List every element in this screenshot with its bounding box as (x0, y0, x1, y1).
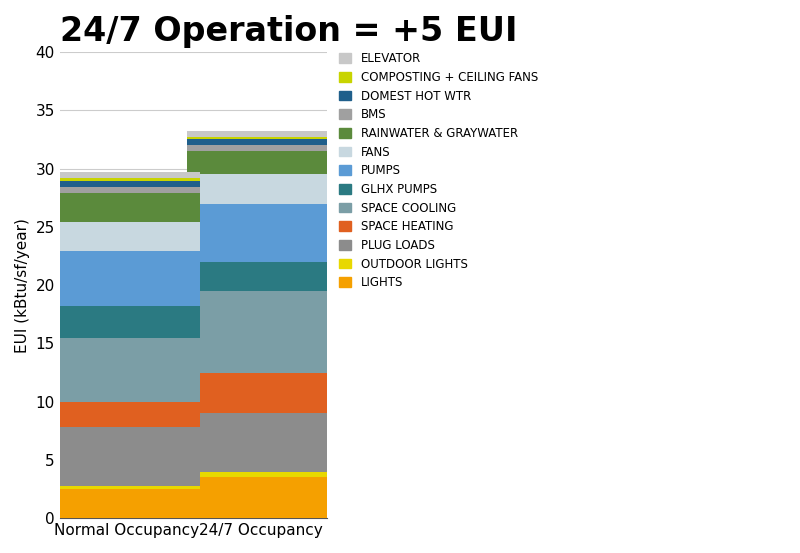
Bar (187, 262, 334, 291)
Y-axis label: EUI (kBtu/sf/year): EUI (kBtu/sf/year) (15, 218, 30, 353)
Bar (53, 222, 200, 251)
Bar (187, 131, 334, 137)
Bar (187, 413, 334, 472)
Bar (187, 137, 334, 139)
Bar (53, 187, 200, 193)
Bar (187, 174, 334, 204)
Bar (187, 472, 334, 477)
Bar (187, 373, 334, 413)
Bar (53, 172, 200, 178)
Bar (187, 204, 334, 262)
Legend: ELEVATOR, COMPOSTING + CEILING FANS, DOMEST HOT WTR, BMS, RAINWATER & GRAYWATER,: ELEVATOR, COMPOSTING + CEILING FANS, DOM… (336, 49, 542, 293)
Bar (53, 181, 200, 187)
Bar (53, 193, 200, 222)
Text: 24/7 Operation = +5 EUI: 24/7 Operation = +5 EUI (60, 15, 518, 48)
Bar (187, 291, 334, 373)
Bar (53, 178, 200, 181)
Bar (53, 306, 200, 337)
Bar (53, 251, 200, 306)
Bar (187, 477, 334, 518)
Bar (187, 145, 334, 151)
Bar (53, 337, 200, 401)
Bar (53, 401, 200, 427)
Bar (53, 427, 200, 486)
Bar (53, 489, 200, 518)
Bar (187, 151, 334, 174)
Bar (187, 139, 334, 145)
Bar (53, 486, 200, 489)
